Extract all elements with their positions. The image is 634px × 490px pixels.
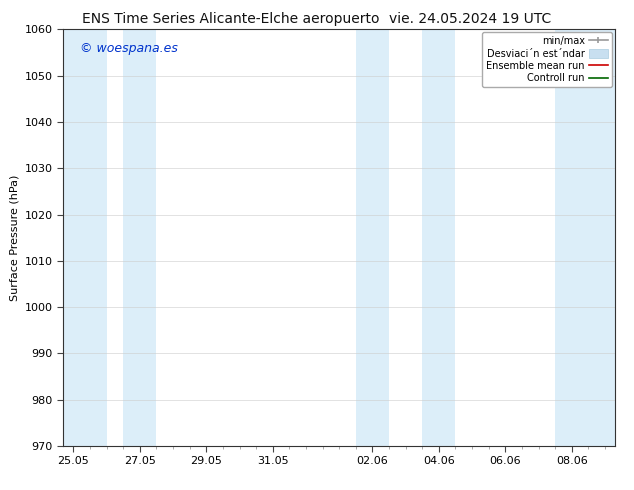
Legend: min/max, Desviaci´n est´ndar, Ensemble mean run, Controll run: min/max, Desviaci´n est´ndar, Ensemble m…: [482, 32, 612, 87]
Bar: [123, 29, 157, 446]
Y-axis label: Surface Pressure (hPa): Surface Pressure (hPa): [10, 174, 19, 301]
Text: ENS Time Series Alicante-Elche aeropuerto: ENS Time Series Alicante-Elche aeropuert…: [82, 12, 380, 26]
Text: vie. 24.05.2024 19 UTC: vie. 24.05.2024 19 UTC: [389, 12, 552, 26]
Text: © woespana.es: © woespana.es: [80, 42, 178, 55]
Bar: [63, 29, 107, 446]
Bar: [356, 29, 389, 446]
Bar: [555, 29, 615, 446]
Bar: [422, 29, 455, 446]
